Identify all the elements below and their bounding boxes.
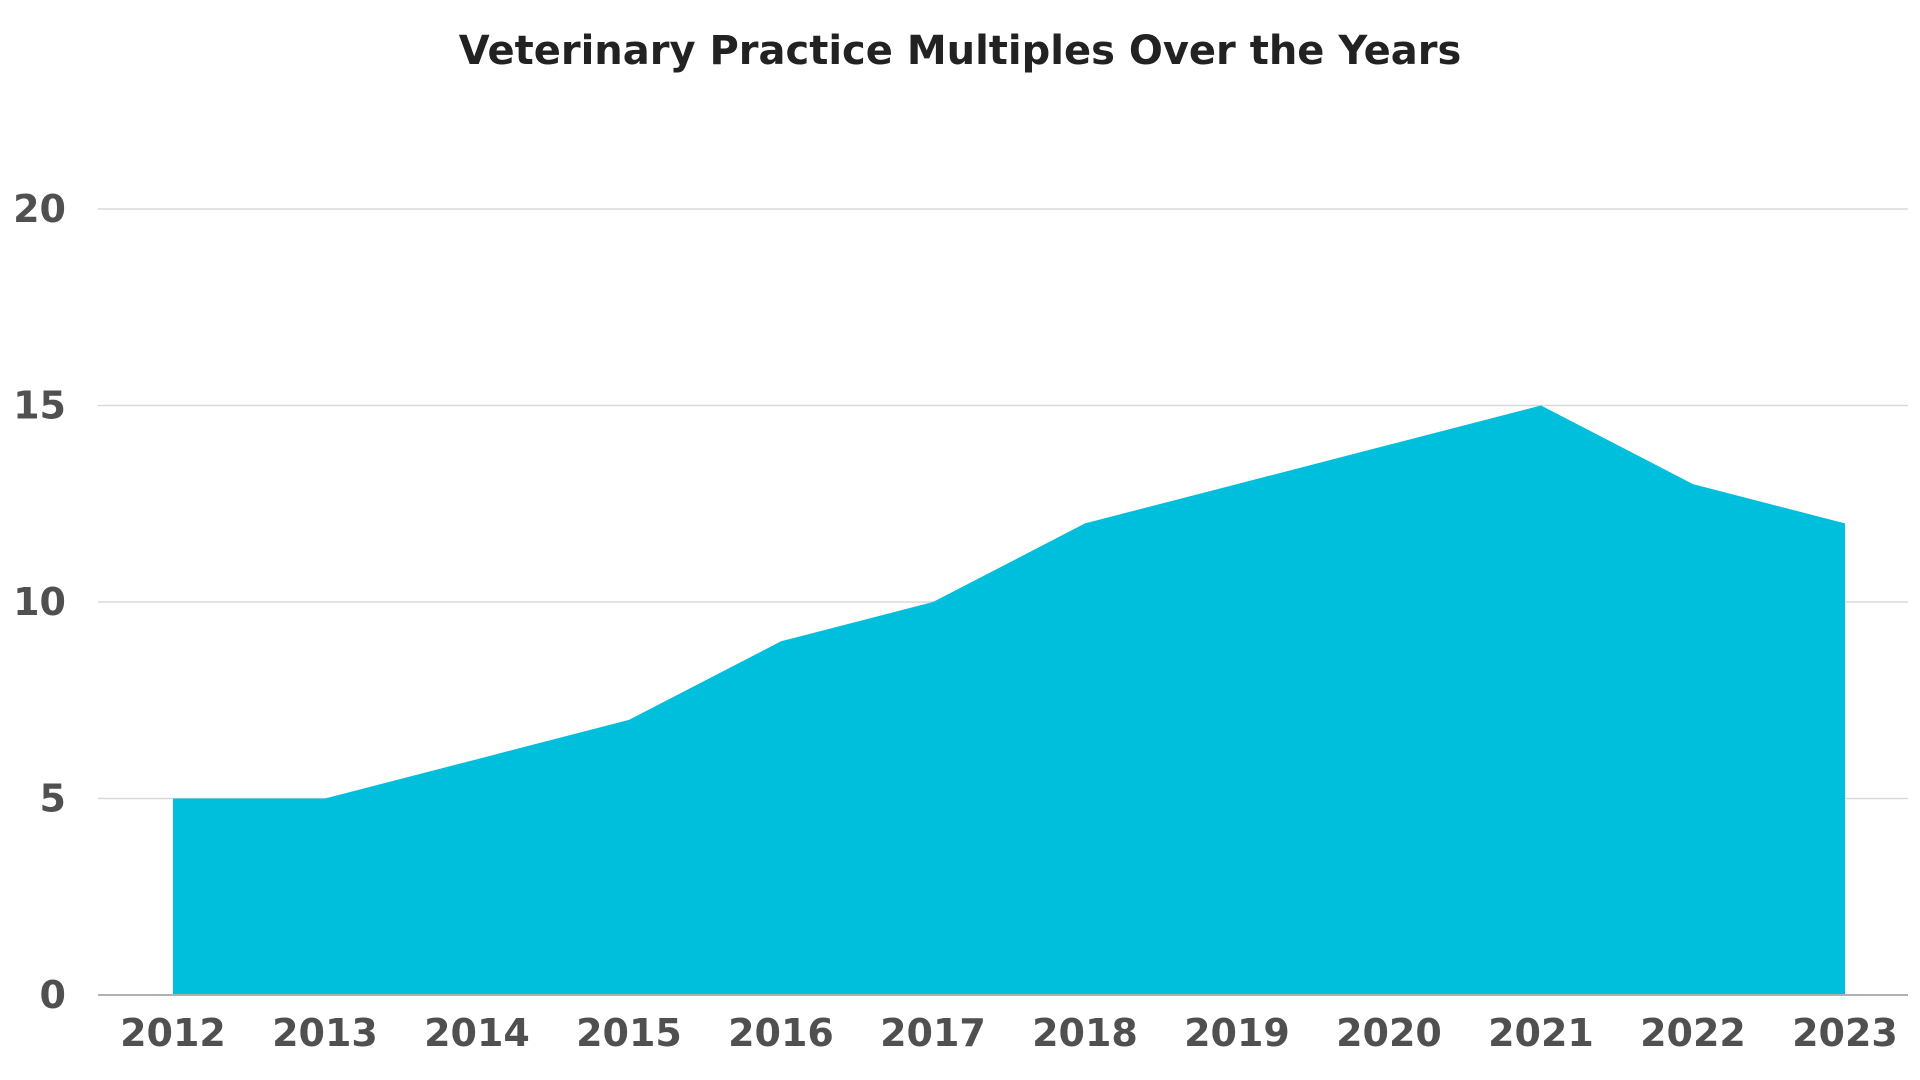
x-tick-label: 2019 xyxy=(1184,1011,1290,1055)
area-series xyxy=(173,405,1845,995)
x-tick-label: 2014 xyxy=(424,1011,530,1055)
x-tick-label: 2022 xyxy=(1640,1011,1746,1055)
x-tick-label: 2015 xyxy=(576,1011,682,1055)
x-tick-label: 2017 xyxy=(880,1011,986,1055)
x-tick-label: 2023 xyxy=(1792,1011,1898,1055)
y-tick-label: 20 xyxy=(13,187,66,231)
x-tick-label: 2021 xyxy=(1488,1011,1594,1055)
tick-labels: 0 5 10 15 20 2012 2013 2014 2015 2016 2017 2018 2019… xyxy=(13,187,1898,1055)
y-tick-label: 0 xyxy=(40,973,66,1017)
y-tick-label: 15 xyxy=(13,384,66,428)
y-tick-label: 5 xyxy=(40,777,66,821)
x-tick-label: 2018 xyxy=(1032,1011,1138,1055)
x-tick-label: 2013 xyxy=(272,1011,378,1055)
x-tick-label: 2012 xyxy=(120,1011,226,1055)
y-tick-label: 10 xyxy=(13,580,66,624)
area-fill xyxy=(173,405,1845,995)
chart-title: Veterinary Practice Multiples Over the Y… xyxy=(458,28,1462,74)
x-tick-label: 2020 xyxy=(1336,1011,1442,1055)
x-tick-label: 2016 xyxy=(728,1011,834,1055)
